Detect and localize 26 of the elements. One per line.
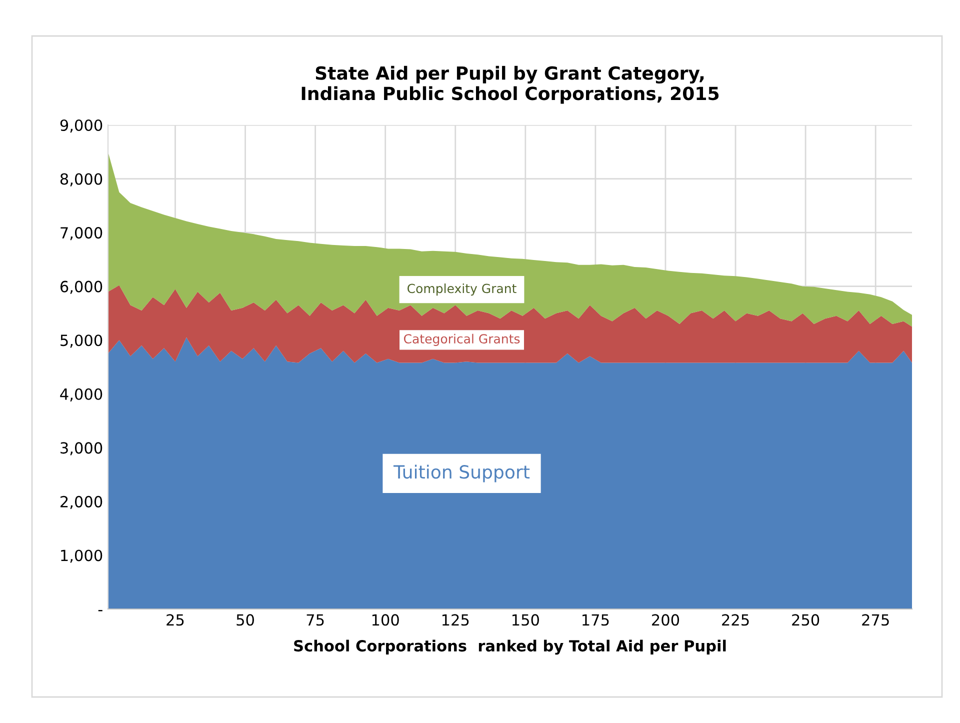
y-tick-label: 6,000 bbox=[60, 280, 102, 294]
x-tick-label: 125 bbox=[442, 614, 469, 626]
y-tick-label: 2,000 bbox=[60, 496, 102, 510]
series-label: Complexity Grant bbox=[408, 284, 516, 296]
chart-title: State Aid per Pupil by Grant Category, Indiana Public School Corporations, 2015 bbox=[302, 66, 719, 104]
y-tick-label: 5,000 bbox=[60, 334, 102, 348]
x-axis-title: School Corporations ranked by Total Aid per Pupil bbox=[294, 640, 726, 655]
y-tick-label: 7,000 bbox=[60, 227, 102, 240]
series-label: Tuition Support bbox=[393, 464, 530, 482]
x-tick-label: 225 bbox=[722, 614, 749, 626]
x-tick-label: 250 bbox=[792, 614, 820, 626]
x-tick-label: 25 bbox=[166, 614, 184, 626]
y-tick-label: 8,000 bbox=[60, 173, 102, 186]
x-tick-label: 275 bbox=[862, 614, 889, 626]
x-tick-label: 75 bbox=[306, 614, 324, 626]
x-tick-label: 50 bbox=[236, 614, 254, 626]
x-tick-label: 200 bbox=[652, 614, 680, 626]
y-tick-label: 4,000 bbox=[60, 388, 102, 402]
y-tick-label: 9,000 bbox=[60, 119, 102, 133]
x-tick-label: 150 bbox=[512, 614, 539, 626]
x-tick-label: 175 bbox=[582, 614, 609, 626]
x-tick-label: 100 bbox=[372, 614, 399, 626]
y-tick-label: - bbox=[98, 610, 102, 612]
y-tick-label: 1,000 bbox=[61, 550, 102, 563]
series-label: Categorical Grants bbox=[404, 334, 520, 346]
y-tick-label: 3,000 bbox=[60, 442, 102, 456]
